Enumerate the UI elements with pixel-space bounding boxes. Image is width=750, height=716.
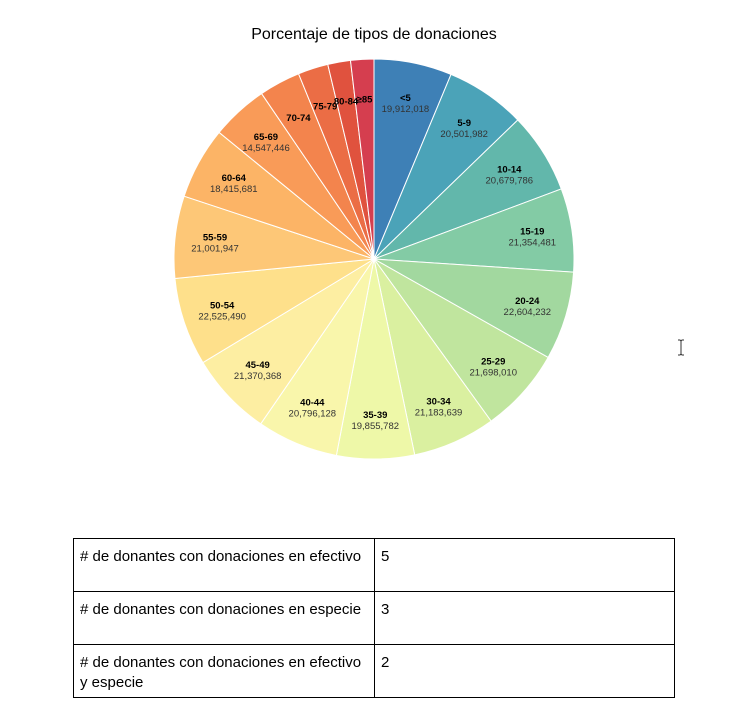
row-value: 3 [374,591,675,645]
slice-value-label: 19,855,782 [351,421,399,432]
pie-slice [349,58,375,260]
slice-value-label: 18,415,681 [210,184,258,195]
slice-value-label: 21,183,639 [415,407,463,418]
slice-value-label: 21,354,481 [509,238,557,249]
slice-value-label: 22,525,490 [198,311,246,322]
row-label: # de donantes con donaciones en efectivo… [73,644,375,698]
table-row: # de donantes con donaciones en efectivo… [73,644,675,698]
text-cursor-icon [678,339,684,356]
slice-value-label: 21,001,947 [191,243,239,254]
slice-value-label: 20,679,786 [486,176,534,187]
slice-label: 55-59 [203,232,227,243]
donor-table: # de donantes con donaciones en efectivo… [73,538,675,698]
slice-label: 15-19 [520,227,544,238]
chart-title: Porcentaje de tipos de donaciones [251,26,497,43]
slice-label: 75-79 [313,102,337,113]
slice-label: 65-69 [254,132,278,143]
slice-label: 45-49 [245,360,269,371]
slice-value-label: 20,501,982 [440,129,488,140]
row-label: # de donantes con donaciones en efectivo [73,538,375,592]
slice-label: 20-24 [515,296,540,307]
slice-label: 80-84 [334,96,359,107]
slice-label: 35-39 [363,410,387,421]
row-value: 2 [374,644,675,698]
slice-value-label: 21,698,010 [469,368,517,379]
slice-label: 10-14 [497,165,522,176]
slice-value-label: 19,912,018 [382,104,430,115]
table-row: # de donantes con donaciones en efectivo… [73,538,675,592]
slice-label: 60-64 [222,173,247,184]
slice-label: 25-29 [481,357,505,368]
slice-label: 30-34 [426,396,451,407]
slice-value-label: 22,604,232 [504,307,552,318]
slice-label: 40-44 [300,398,325,409]
slice-label: 70-74 [286,113,311,124]
table-row: # de donantes con donaciones en especie … [73,591,675,645]
row-label: # de donantes con donaciones en especie [73,591,375,645]
slice-label: ≥85 [357,94,373,105]
slice-label: 5-9 [457,118,471,129]
slice-label: <5 [400,93,412,104]
pie-chart: <519,912,018 5-920,501,982 10-1420,679,786… [173,58,575,460]
slice-value-label: 20,796,128 [289,409,337,420]
slice-value-label: 14,547,446 [242,143,290,154]
pie-slices [173,58,575,460]
slice-label: 50-54 [210,300,235,311]
row-value: 5 [374,538,675,592]
pie-labels: <519,912,018 5-920,501,982 10-1420,679,786… [191,93,556,432]
slice-value-label: 21,370,368 [234,371,282,382]
